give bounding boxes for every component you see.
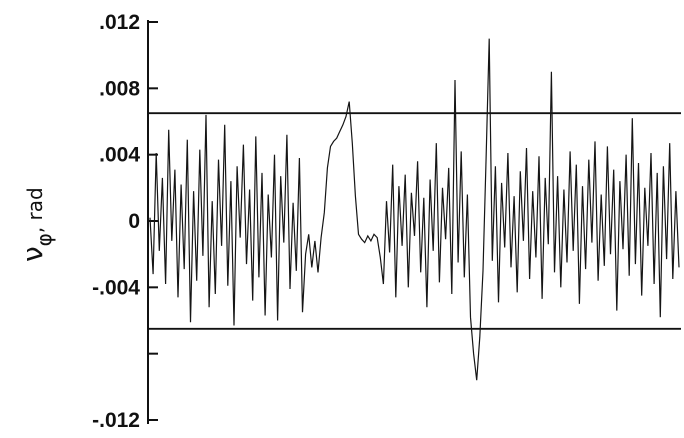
svg-text:νφ, rad: νφ, rad xyxy=(16,187,56,262)
y-tick-label: -.012 xyxy=(92,409,140,432)
series-line xyxy=(149,38,680,381)
y-tick-label: 0 xyxy=(128,210,140,233)
trace-group xyxy=(149,38,680,381)
y-axis-label: νφ, rad xyxy=(16,187,56,262)
y-label-subscript: φ xyxy=(32,233,56,246)
y-tick-label: .008 xyxy=(99,77,140,100)
y-tick-labels: .012 .008 .004 0 -.004 -.012 xyxy=(92,11,140,432)
y-tick-label: .004 xyxy=(99,144,140,167)
y-tick-label: -.004 xyxy=(92,276,140,299)
limit-lines xyxy=(148,112,681,330)
y-axis-ticks xyxy=(148,21,158,421)
y-tick-label: .012 xyxy=(99,11,140,34)
y-label-symbol: ν xyxy=(16,246,49,262)
y-label-unit: , rad xyxy=(23,187,47,233)
